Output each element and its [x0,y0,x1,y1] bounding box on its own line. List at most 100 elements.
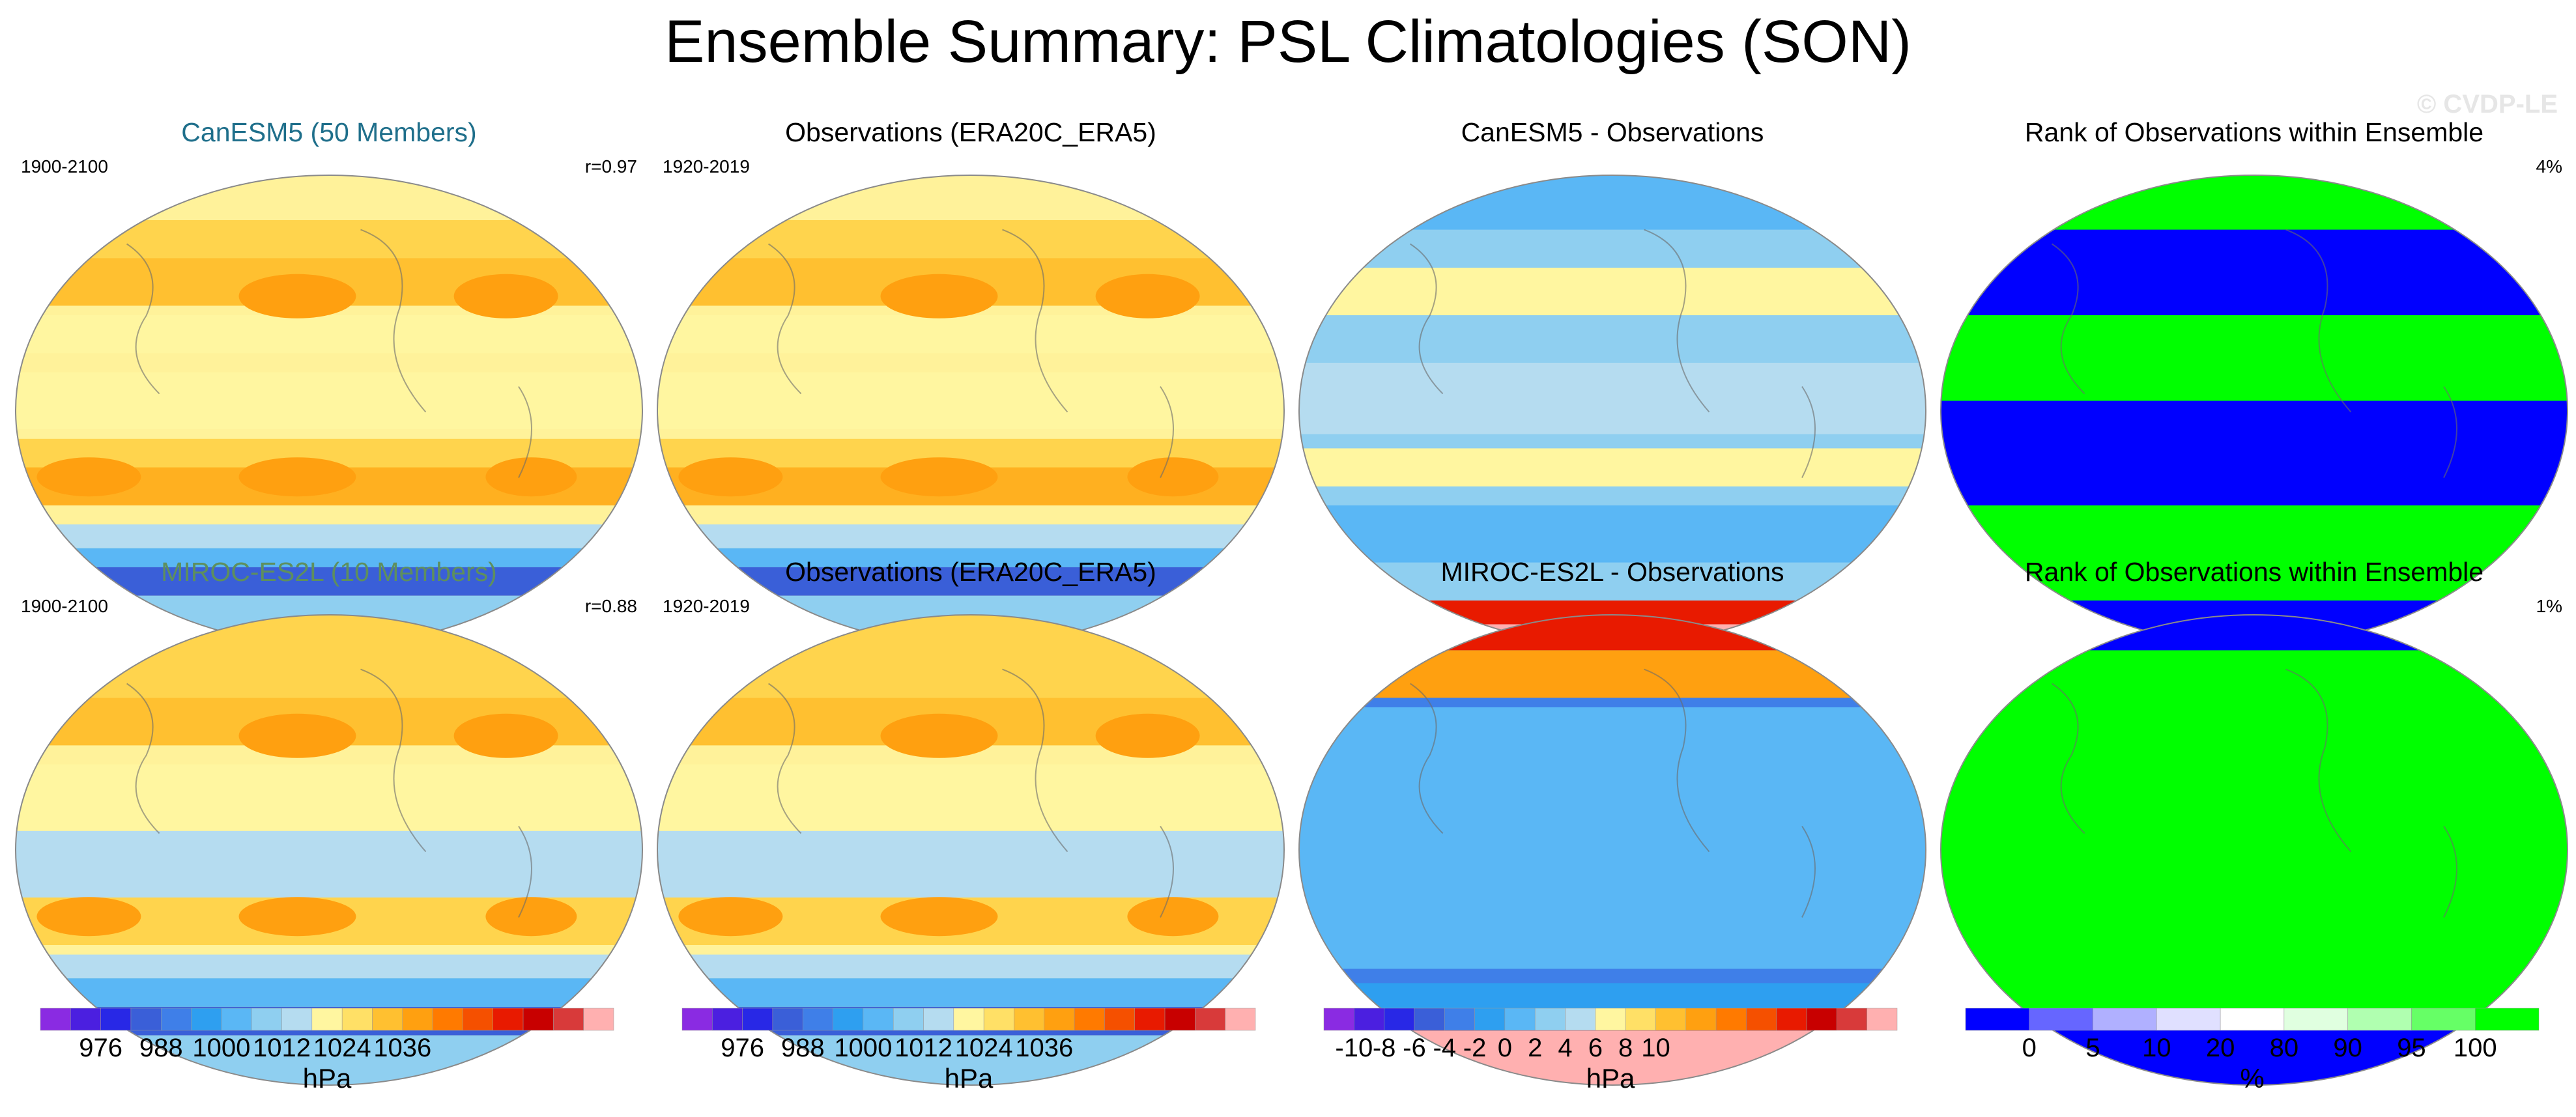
colorbar-swatch [311,1008,343,1031]
colorbar-swatch [1104,1008,1135,1031]
field-band [16,978,642,1007]
colorbar-tick-label: 8 [1618,1034,1633,1062]
pressure-center [485,897,577,937]
pressure-center [36,457,141,497]
field-band [16,954,642,979]
coastline [126,668,532,918]
colorbar-swatch [1195,1008,1225,1031]
colorbar-swatch [1776,1008,1807,1031]
colorbar-swatch [2093,1008,2157,1031]
field-band [1299,363,1926,434]
psl-colorbar-1: 976 988 1000 1012 1024 1036 hPa [40,1008,614,1099]
colorbar-swatch [463,1008,493,1031]
colorbar-swatch [2220,1008,2285,1031]
colorbar-swatch [1164,1008,1195,1031]
pressure-center [880,274,998,318]
colorbar-unit: hPa [302,1063,352,1094]
pressure-center [238,713,356,758]
watermark: © CVDP-LE [2416,90,2558,119]
pressure-center [678,897,783,937]
pressure-center [36,897,141,937]
map-panel-5: MIROC-ES2L (10 Members) 1900-2100 r=0.88 [7,557,651,1117]
colorbar-swatch [493,1008,524,1031]
field-band [16,764,642,831]
world-map [1940,175,2568,646]
colorbar-tick-label: 95 [2397,1034,2426,1062]
map-background [1941,615,2568,1085]
panel-title: CanESM5 - Observations [1461,117,1764,147]
colorbar-swatch [1965,1008,2030,1031]
colorbar-swatch [1444,1008,1475,1031]
pressure-center [1095,713,1200,758]
colorbar-swatch [1867,1008,1898,1031]
period-label: 1900-2100 [21,156,108,177]
map-panel-8: Rank of Observations within Ensemble 1% [1932,557,2576,1117]
figure-title: Ensemble Summary: PSL Climatologies (SON… [665,8,1911,75]
colorbar-tick-label: -2 [1463,1034,1487,1062]
colorbar-tick-label: 0 [1498,1034,1512,1062]
colorbar-swatch [923,1008,954,1031]
colorbar-tick-label: 1000 [192,1034,250,1062]
colorbar-swatch [1746,1008,1777,1031]
colorbar-tick-label: 1036 [1015,1034,1073,1062]
colorbar-swatch [1595,1008,1626,1031]
field-band [657,954,1284,979]
colorbar-tick-label: 1024 [955,1034,1013,1062]
coastline [1410,668,1816,918]
colorbar-swatch [803,1008,833,1031]
stat-label: 4% [2536,156,2562,177]
colorbar-tick-label: -4 [1433,1034,1456,1062]
colorbar-tick-label: -6 [1403,1034,1426,1062]
pressure-center [1095,274,1200,318]
period-label: 1900-2100 [21,596,108,616]
colorbar-tick-label: 10 [1641,1034,1670,1062]
colorbar-swatch [341,1008,373,1031]
pressure-center [1127,897,1219,937]
field-band [657,978,1284,1007]
rank-colorbar: 0 5 10 20 80 90 95 100% [1965,1008,2540,1099]
pressure-center [238,274,356,318]
map-panel-2: Observations (ERA20C_ERA5) 1920-2019 [648,117,1293,677]
coastline [1410,229,1816,478]
map-border [1298,614,1926,1086]
colorbar-swatch [681,1008,713,1031]
colorbar-swatch [1565,1008,1596,1031]
colorbar-swatch [130,1008,162,1031]
colorbar-swatch [1504,1008,1536,1031]
colorbar-swatch [2474,1008,2540,1031]
colorbar-swatch [161,1008,192,1031]
colorbar-unit: % [2240,1063,2265,1094]
colorbar-swatch [1534,1008,1566,1031]
colorbar-tick-label: 10 [2142,1034,2171,1062]
colorbar-swatch [983,1008,1014,1031]
field-band [1299,175,1926,230]
colorbar-tick-label: 80 [2270,1034,2299,1062]
field-band [1941,401,2568,505]
field-band [16,524,642,548]
colorbar-tick-label: 1000 [834,1034,892,1062]
pressure-center [1127,457,1219,497]
psl-colorbar-2: 976 988 1000 1012 1024 1036 hPa [681,1008,1256,1099]
world-map [657,614,1285,1086]
period-label: 1920-2019 [663,596,750,616]
colorbar-swatch [712,1008,743,1031]
colorbar-tick-label: -10 [1335,1034,1373,1062]
colorbar-tick-label: 976 [721,1034,764,1062]
colorbar-swatch [1074,1008,1105,1031]
map-panel-4: Rank of Observations within Ensemble 4% [1932,117,2576,677]
pressure-center [880,713,998,758]
diff-colorbar: -10 -8 -6 -4 -2 0 2 4 6 8 10 hPa [1323,1008,1898,1099]
colorbar-swatch [40,1008,71,1031]
colorbar-tick-label: 100 [2454,1034,2497,1062]
coastline [2052,229,2457,478]
period-label: 1920-2019 [663,156,750,177]
pressure-center [238,897,356,937]
colorbar-tick-label: 6 [1588,1034,1603,1062]
colorbar-swatch [2156,1008,2221,1031]
pressure-center [238,457,356,497]
field-band [1299,448,1926,487]
field-band [1941,615,2568,651]
panel-title: MIROC-ES2L (10 Members) [161,557,497,587]
panel-title: Rank of Observations within Ensemble [2024,557,2484,587]
map-border [15,614,643,1086]
